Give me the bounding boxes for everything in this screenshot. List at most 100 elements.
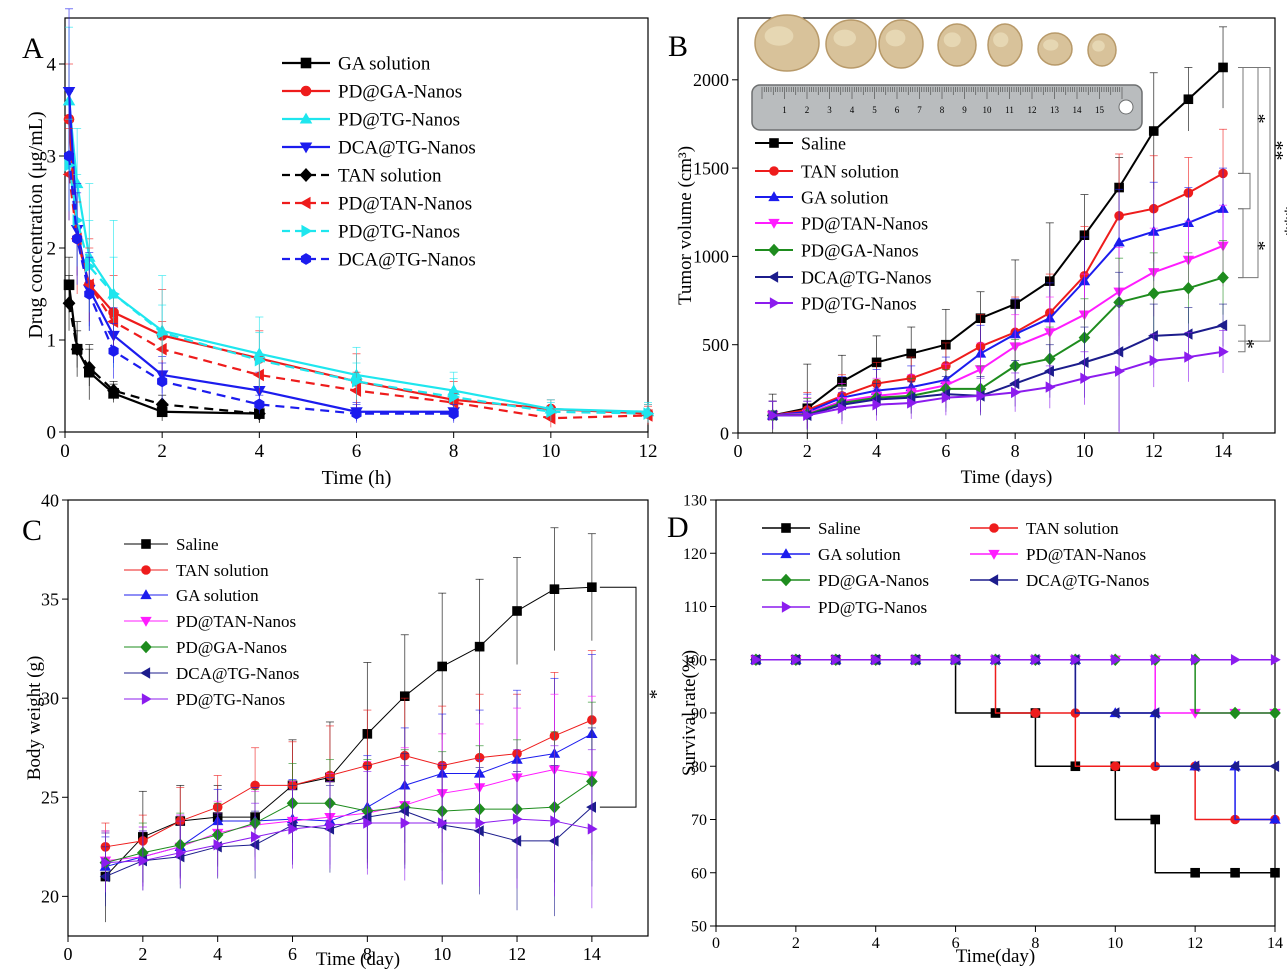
- x-tick-label: 0: [60, 441, 70, 462]
- legend-label: PD@GA-Nanos: [801, 240, 919, 260]
- data-point: [1229, 706, 1241, 720]
- ruler-number: 10: [983, 105, 993, 115]
- data-point: [473, 825, 484, 837]
- x-tick-label: 0: [64, 944, 73, 964]
- legend-item: PD@GA-Nanos: [755, 240, 919, 260]
- legend-marker: [988, 549, 1000, 560]
- x-axis: 0 2 4 6 8 10 12 14: [64, 936, 601, 964]
- legend-marker: [769, 297, 780, 309]
- legend-marker: [780, 573, 792, 587]
- data-point: [1078, 356, 1089, 369]
- series-line: [755, 659, 1275, 821]
- data-point: [107, 383, 120, 398]
- data-point: [437, 661, 447, 672]
- data-point: [70, 342, 84, 357]
- significance-label: **: [1265, 140, 1287, 160]
- x-tick-label: 6: [288, 944, 297, 964]
- data-point: [1031, 654, 1042, 666]
- data-point: [250, 831, 261, 843]
- data-point: [803, 409, 814, 422]
- x-tick-label: 0: [734, 441, 743, 461]
- y-tick-label: 20: [41, 887, 59, 907]
- data-point: [1190, 867, 1200, 878]
- data-point: [155, 397, 169, 412]
- data-point: [99, 870, 110, 883]
- bracket: [1238, 172, 1251, 210]
- series-3: [99, 654, 598, 897]
- data-point: [587, 582, 597, 593]
- legend-label: PD@TAN-Nanos: [338, 194, 472, 215]
- ruler-number: 13: [1050, 105, 1060, 115]
- data-point: [1217, 271, 1229, 284]
- data-point: [176, 847, 187, 859]
- series-7: [64, 118, 655, 423]
- data-point: [768, 409, 779, 422]
- x-tick-label: 14: [1214, 441, 1232, 461]
- legend-item: PD@TAN-Nanos: [970, 545, 1146, 564]
- legend-item: PD@TAN-Nanos: [755, 213, 928, 233]
- series-line: [105, 769, 592, 862]
- series-line: [67, 155, 454, 415]
- y-axis-label: Tumor volume (cm³): [675, 146, 696, 305]
- data-point: [837, 402, 848, 414]
- legend-label: GA solution: [818, 545, 901, 564]
- legend-item: Saline: [762, 519, 861, 538]
- series-line: [755, 659, 1275, 821]
- legend-label: TAN solution: [801, 161, 899, 181]
- significance-brackets: ********: [1236, 66, 1287, 353]
- data-point: [1150, 814, 1161, 825]
- y-axis-label: Body weight (g): [24, 656, 45, 781]
- significance-label: *: [1236, 339, 1258, 349]
- data-point: [1030, 708, 1041, 718]
- ruler-body: [751, 84, 1143, 131]
- series-line: [67, 303, 260, 415]
- y-tick-label: 35: [41, 589, 59, 609]
- legend-item: GA solution: [124, 586, 259, 605]
- tumor-highlight: [1092, 40, 1105, 52]
- x-tick-label: 6: [941, 441, 950, 461]
- data-point: [1230, 867, 1240, 878]
- legend-label: PD@GA-Nanos: [176, 638, 287, 657]
- y-tick-label: 50: [691, 919, 707, 936]
- y-tick-label: 2: [47, 239, 57, 260]
- legend-item: TAN solution: [755, 161, 899, 181]
- x-tick-label: 8: [363, 944, 372, 964]
- legend-label: GA solution: [338, 54, 431, 75]
- legend-item: DCA@TG-Nanos: [124, 664, 299, 683]
- data-point: [991, 654, 1002, 666]
- legend-label: Saline: [176, 535, 219, 554]
- data-point: [831, 654, 842, 666]
- legend-label: TAN solution: [176, 561, 269, 580]
- data-point: [449, 390, 461, 404]
- tumor-photo-inset: 1 2 3 4 5 6 7 8 9 10 11 12 13 14 15: [751, 14, 1143, 131]
- data-point: [351, 375, 363, 388]
- legend-marker: [300, 253, 312, 265]
- series-5: [99, 701, 598, 893]
- series-7: [101, 745, 598, 909]
- y-axis-label: Drug concentration (μg/mL): [25, 111, 47, 338]
- legend-item: PD@TG-Nanos: [124, 690, 285, 709]
- legend-item: Saline: [124, 535, 219, 554]
- data-point: [350, 384, 362, 397]
- series-line: [755, 659, 1275, 714]
- legend-marker: [140, 616, 152, 627]
- data-point: [448, 407, 459, 420]
- bracket: [1238, 324, 1246, 353]
- legend-item: PD@TAN-Nanos: [124, 612, 296, 631]
- data-point: [1045, 381, 1056, 393]
- legend-marker: [301, 224, 313, 238]
- ruler-number: 9: [962, 105, 967, 115]
- y-axis: 0 1 2 3 4: [47, 55, 65, 444]
- y-tick-label: 60: [691, 865, 707, 882]
- data-point: [1183, 94, 1194, 105]
- data-point: [1270, 867, 1280, 878]
- data-point: [872, 399, 883, 411]
- data-point: [84, 288, 95, 300]
- data-point: [475, 817, 486, 829]
- legend-label: DCA@TG-Nanos: [801, 267, 932, 287]
- y-axis: 50 60 70 80 90 100 110 120 130: [683, 493, 716, 936]
- y-tick-label: 2000: [693, 70, 729, 90]
- ruler-number: 2: [805, 105, 810, 115]
- x-axis: 0 2 4 6 8 10 12 14: [712, 926, 1283, 952]
